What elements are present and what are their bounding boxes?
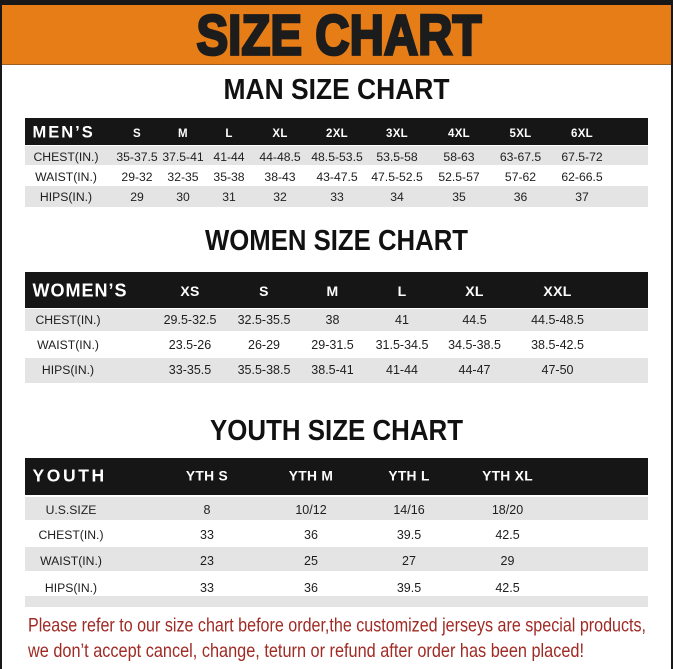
svg-text:SIZE CHART: SIZE CHART	[197, 3, 482, 67]
svg-text:MAN SIZE CHART: MAN SIZE CHART	[224, 74, 451, 106]
svg-text:WOMEN SIZE CHART: WOMEN SIZE CHART	[205, 225, 469, 257]
svg-text:Please refer to our size chart: Please refer to our size chart before or…	[28, 615, 646, 637]
svg-text:we don’t accept cancel, change: we don’t accept cancel, change, teturn o…	[27, 640, 584, 662]
svg-text:YOUTH SIZE CHART: YOUTH SIZE CHART	[210, 415, 464, 447]
